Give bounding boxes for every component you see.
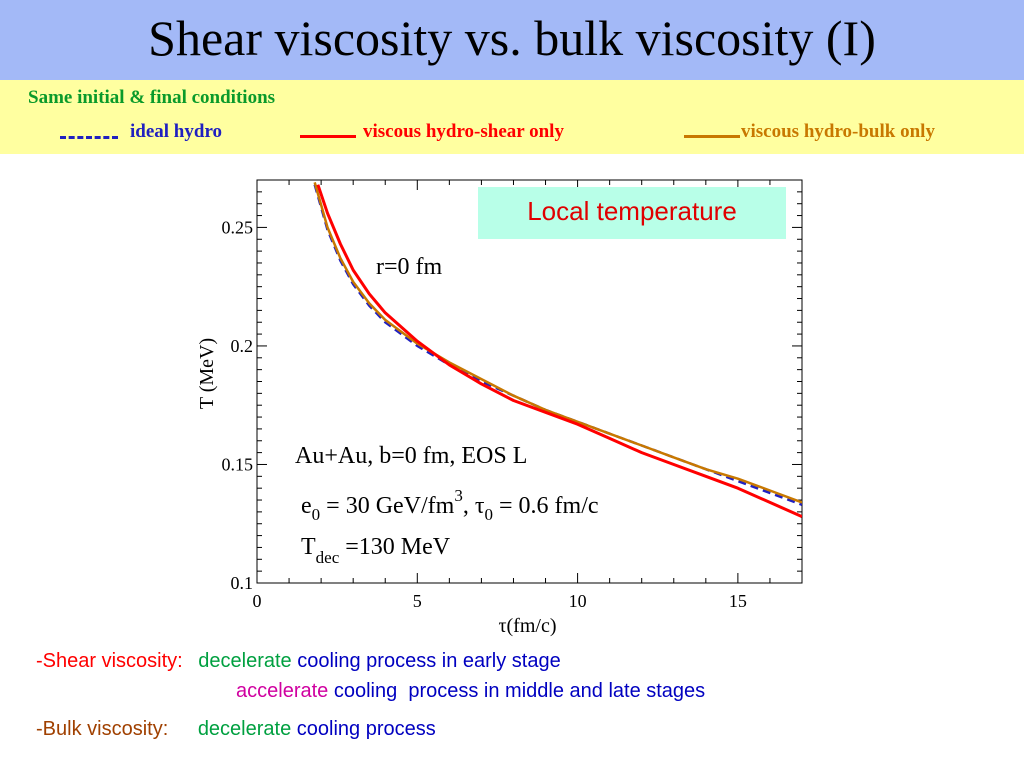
local-temperature-label: Local temperature xyxy=(527,196,737,226)
annotation-collision: Au+Au, b=0 fm, EOS L xyxy=(295,443,527,469)
y-axis-title: T (MeV) xyxy=(196,338,218,409)
series-line-1 xyxy=(313,182,802,504)
y-tick-label: 0.2 xyxy=(231,336,254,356)
legend-label-bulk: viscous hydro-bulk only xyxy=(741,121,935,142)
local-temperature-box xyxy=(478,187,786,239)
shear-line-2: accelerate cooling process in middle and… xyxy=(236,680,705,703)
conditions-band xyxy=(0,80,1024,154)
annotation-initial: e0 = 30 GeV/fm3, τ0 = 0.6 fm/c xyxy=(301,486,599,524)
shear-decelerate: decelerate xyxy=(198,650,292,672)
shear-late-text: cooling process in middle and late stage… xyxy=(333,680,706,702)
legend-label-shear: viscous hydro-shear only xyxy=(363,121,564,142)
slide-title: Shear viscosity vs. bulk viscosity (I) xyxy=(148,10,876,66)
conditions-text: Same initial & final conditions xyxy=(28,87,276,108)
annotation-tdec: Tdec =130 MeV xyxy=(301,534,451,567)
bulk-label: -Bulk viscosity: xyxy=(36,718,169,740)
legend-line-shear xyxy=(300,135,356,138)
legend-label-ideal: ideal hydro xyxy=(130,121,223,142)
legend-line-bulk xyxy=(684,135,740,138)
bulk-decelerate: decelerate xyxy=(197,718,292,740)
r-label: r=0 fm xyxy=(376,254,443,280)
y-tick-label: 0.15 xyxy=(222,454,254,474)
y-tick-label: 0.25 xyxy=(222,217,254,237)
legend-line-ideal xyxy=(60,136,118,139)
x-tick-label: 5 xyxy=(413,591,422,611)
bulk-line: -Bulk viscosity: decelerate cooling proc… xyxy=(36,718,436,741)
x-tick-label: 15 xyxy=(729,591,747,611)
bulk-text: cooling process xyxy=(296,718,436,740)
shear-early-text: cooling process in early stage xyxy=(297,650,561,672)
shear-line-1: -Shear viscosity: decelerate cooling pro… xyxy=(36,650,561,673)
x-tick-label: 0 xyxy=(253,591,262,611)
x-axis-title: τ(fm/c) xyxy=(498,615,556,637)
shear-accelerate: accelerate xyxy=(236,680,329,702)
y-tick-label: 0.1 xyxy=(231,573,254,593)
shear-label: -Shear viscosity: xyxy=(36,650,183,672)
series-line-2 xyxy=(316,184,802,518)
title-bar xyxy=(0,0,1024,80)
x-tick-label: 10 xyxy=(569,591,587,611)
